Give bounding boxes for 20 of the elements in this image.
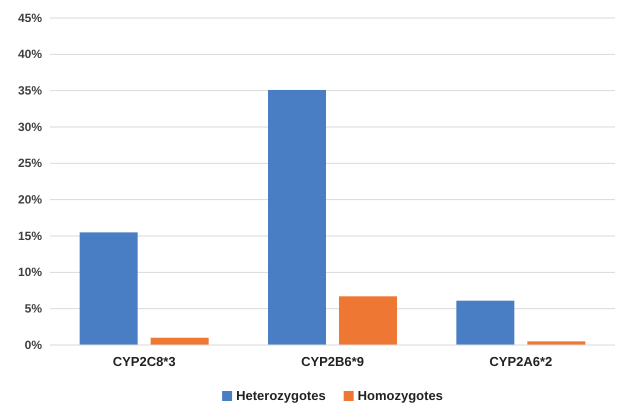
- y-tick-label: 5%: [24, 302, 42, 316]
- legend-label: Heterozygotes: [236, 388, 326, 403]
- legend-label: Homozygotes: [358, 388, 443, 403]
- y-tick-label: 15%: [18, 228, 42, 243]
- x-tick-label: CYP2A6*2: [489, 354, 552, 370]
- bar: [339, 296, 397, 345]
- bar: [456, 300, 514, 345]
- y-tick-label: 45%: [18, 10, 42, 25]
- bar: [80, 232, 138, 345]
- y-tick-label: 10%: [18, 265, 42, 280]
- y-tick-label: 30%: [18, 120, 42, 134]
- y-tick-label: 40%: [18, 47, 42, 62]
- y-tick-label: 0%: [24, 338, 42, 352]
- x-tick-label: CYP2B6*9: [301, 354, 364, 370]
- bar: [150, 338, 209, 345]
- y-tick-label: 20%: [18, 192, 42, 207]
- y-tick-label: 25%: [18, 156, 42, 170]
- x-tick-label: CYP2C8*3: [112, 354, 176, 370]
- bar: [268, 90, 326, 345]
- y-tick-label: 35%: [18, 84, 42, 98]
